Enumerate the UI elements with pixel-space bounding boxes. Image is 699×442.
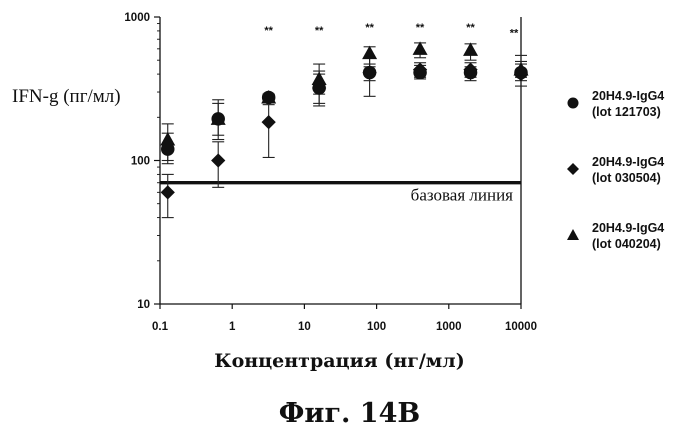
legend-label: 20H4.9-IgG4(lot 121703) <box>592 88 664 120</box>
significance-label: ** <box>416 22 425 34</box>
legend-label-line1: 20H4.9-IgG4 <box>592 88 664 104</box>
y-tick-label: 1000 <box>124 12 150 24</box>
x-tick-label: 10 <box>298 321 311 333</box>
x-tick-label: 1 <box>229 321 236 333</box>
legend-label: 20H4.9-IgG4(lot 040204) <box>592 220 664 252</box>
legend-label: 20H4.9-IgG4(lot 030504) <box>592 154 664 186</box>
legend-label-line2: (lot 030504) <box>592 170 664 186</box>
legend-marker-diamond <box>566 162 580 176</box>
data-point-triangle <box>463 42 478 56</box>
x-tick-label: 1000 <box>436 321 462 333</box>
data-point-diamond <box>362 65 376 79</box>
y-axis-label: IFN-g (пг/мл) <box>12 86 121 108</box>
significance-label: ** <box>315 25 324 37</box>
legend-label-line2: (lot 040204) <box>592 236 664 252</box>
legend-label-line1: 20H4.9-IgG4 <box>592 154 664 170</box>
significance-label: ** <box>365 22 374 34</box>
significance-label: ** <box>466 22 475 34</box>
data-point-diamond <box>262 115 276 129</box>
baseline-label: базовая линия <box>411 186 514 205</box>
y-tick-label: 100 <box>131 156 150 168</box>
x-axis-label-text: Концентрация (нг/мл) <box>214 350 464 372</box>
legend-marker-circle <box>566 96 580 110</box>
significance-label: ** <box>510 28 519 40</box>
x-axis-label: Концентрация (нг/мл) <box>0 350 699 372</box>
x-tick-label: 100 <box>367 321 386 333</box>
data-point-triangle <box>160 132 175 146</box>
data-point-diamond <box>211 153 225 167</box>
legend-label-line1: 20H4.9-IgG4 <box>592 220 664 236</box>
y-tick-label: 10 <box>137 299 150 311</box>
legend-label-line2: (lot 121703) <box>592 104 664 120</box>
significance-label: ** <box>264 25 273 37</box>
data-point-triangle <box>312 71 327 85</box>
data-point-diamond <box>161 185 175 199</box>
data-point-triangle <box>362 46 377 60</box>
legend-marker-triangle <box>566 228 580 242</box>
x-tick-label: 0.1 <box>152 321 169 333</box>
x-tick-label: 10000 <box>505 321 537 333</box>
figure-caption: Фиг. 14B <box>0 398 699 429</box>
